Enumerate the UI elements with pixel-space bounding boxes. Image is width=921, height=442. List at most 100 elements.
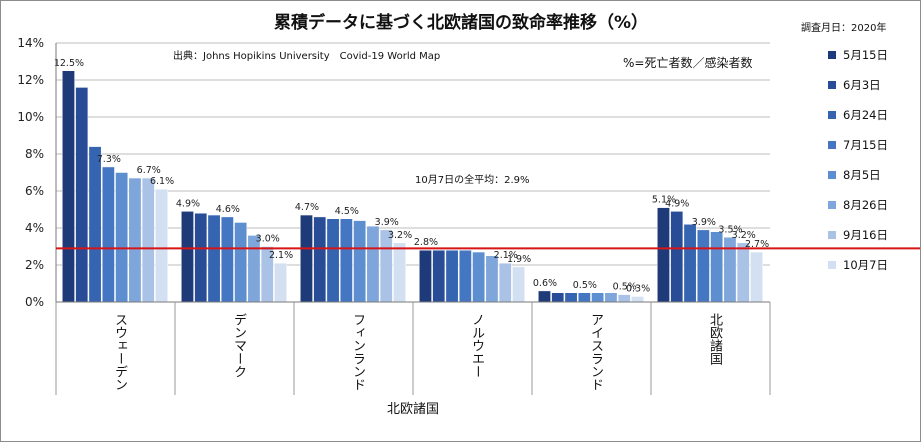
bar	[472, 251, 486, 303]
bar	[736, 242, 750, 303]
bar	[512, 266, 525, 303]
bar	[207, 214, 221, 303]
category-label: スウェーデン	[112, 313, 127, 391]
y-tick-label: 10%	[17, 110, 44, 124]
bar	[498, 262, 512, 303]
bar	[432, 249, 446, 303]
bar	[604, 292, 618, 303]
data-label: 3.0%	[256, 234, 280, 245]
bar	[366, 225, 380, 303]
legend-swatch	[828, 171, 836, 179]
bar	[313, 216, 327, 303]
bar	[696, 229, 710, 303]
x-axis: スウェーデン デンマーク フィンランド ノルウエー アイスランド 北欧諸国	[55, 301, 771, 395]
plot-area: 12.5% 7.3% 6.7%6.1% 4.9% 4.6% 3.0% 2.1% 4.7% 4.5…	[17, 36, 920, 395]
data-label: 2.1%	[494, 250, 518, 261]
legend-swatch	[828, 141, 836, 149]
legend-label: 9月16日	[843, 228, 888, 242]
bar	[631, 296, 644, 303]
legend-swatch	[828, 111, 836, 119]
legend-swatch	[828, 231, 836, 239]
bar	[591, 292, 605, 303]
legend-label: 6月24日	[843, 108, 888, 122]
data-label: 0.3%	[626, 283, 650, 294]
data-label: 2.1%	[269, 250, 293, 261]
gridlines	[56, 42, 770, 266]
data-label: 1.9%	[507, 254, 531, 265]
legend-label: 10月7日	[843, 258, 888, 272]
data-label: 3.5%	[718, 224, 742, 235]
data-label: 2.7%	[745, 239, 769, 250]
bar	[220, 216, 234, 303]
bar	[670, 211, 684, 303]
y-tick-label: 14%	[17, 36, 44, 50]
bar-group	[62, 70, 763, 303]
bar	[683, 224, 697, 303]
bar	[577, 292, 591, 303]
bar	[551, 292, 565, 303]
data-label: 4.6%	[216, 204, 240, 215]
bar	[326, 218, 340, 303]
data-label: 4.5%	[335, 206, 359, 217]
legend-swatch	[828, 81, 836, 89]
legend-label: 7月15日	[843, 138, 888, 152]
category-label: デンマーク	[231, 313, 246, 378]
bar	[485, 255, 499, 303]
bar	[538, 290, 551, 303]
category-label: フィンランド	[350, 313, 365, 391]
data-label: 3.9%	[692, 217, 716, 228]
data-label: 12.5%	[54, 58, 84, 69]
formula-note: %=死亡者数／感染者数	[623, 55, 752, 70]
category-label: 北欧諸国	[707, 313, 723, 365]
average-note: 10月7日の全平均：2.9%	[415, 173, 530, 186]
bar	[750, 251, 763, 303]
y-tick-label: 6%	[25, 184, 44, 198]
data-label: 4.7%	[295, 202, 319, 213]
source-note: 出典：Johns Hopikins University Covid-19 Wo…	[173, 49, 440, 62]
y-tick-label: 0%	[25, 295, 44, 309]
bar	[155, 188, 168, 303]
bar	[141, 177, 155, 303]
data-label: 2.8%	[414, 237, 438, 248]
data-label-group: 12.5% 7.3% 6.7%6.1% 4.9% 4.6% 3.0% 2.1% 4.7% 4.5…	[54, 58, 769, 295]
bar	[445, 249, 459, 303]
legend-swatch	[828, 201, 836, 209]
bar	[339, 218, 353, 303]
bar	[101, 166, 115, 303]
bar	[75, 87, 89, 303]
y-tick-label: 8%	[25, 147, 44, 161]
data-label: 6.1%	[150, 176, 174, 187]
bar	[115, 172, 129, 303]
data-label: 7.3%	[97, 154, 121, 165]
data-label: 0.5%	[573, 280, 597, 291]
data-label: 6.7%	[137, 165, 161, 176]
legend-label: 5月15日	[843, 48, 888, 62]
data-label: 3.2%	[388, 230, 412, 241]
data-label: 4.9%	[665, 198, 689, 209]
data-label: 0.5%	[613, 282, 637, 293]
bar	[194, 212, 208, 303]
bar	[419, 249, 432, 303]
bar	[128, 177, 142, 303]
legend-swatch	[828, 261, 836, 269]
bar	[657, 207, 670, 303]
legend: 5月15日 6月3日 6月24日 7月15日 8月5日 8月26日 9月16日 10月7日	[828, 48, 888, 272]
bar	[62, 70, 75, 303]
data-label: 3.2%	[732, 230, 756, 241]
bar	[181, 211, 194, 303]
legend-label: 8月26日	[843, 198, 888, 212]
legend-label: 6月3日	[843, 78, 881, 92]
bar	[353, 220, 367, 303]
bar	[710, 231, 724, 303]
bar	[247, 235, 261, 303]
legend-swatch	[828, 51, 836, 59]
survey-date-note: 調査月日：2020年	[801, 21, 886, 34]
category-label: ノルウエー	[469, 313, 484, 378]
bar	[274, 262, 287, 303]
bar	[458, 249, 472, 303]
bar	[617, 294, 631, 303]
chart-title: 累積データに基づく北欧諸国の致命率推移（%）	[274, 12, 648, 33]
y-axis: 0% 2% 4% 6% 8% 10% 12% 14%	[17, 36, 57, 309]
